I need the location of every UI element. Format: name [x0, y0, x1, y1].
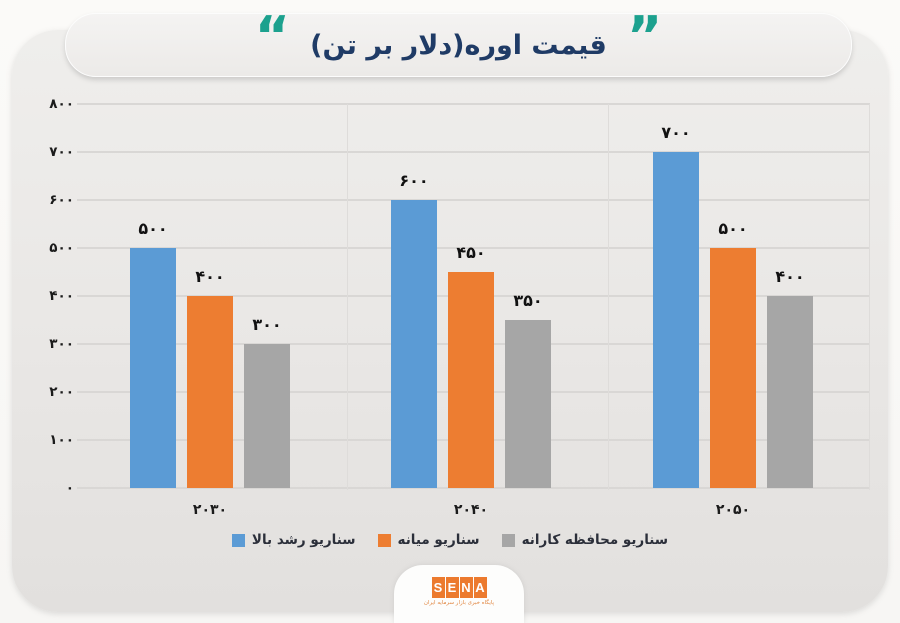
y-axis-tick-label: ۶۰۰: [49, 192, 74, 208]
bar-0-series-1: [187, 296, 233, 488]
sena-logo-letter: E: [445, 577, 459, 598]
vertical-gridline: [608, 104, 609, 490]
y-axis-tick-label: ۸۰۰: [49, 96, 74, 112]
bar-2-series-2: [767, 296, 813, 488]
y-axis-tick-label: ۷۰۰: [49, 144, 74, 160]
bar-value-label: ۷۰۰: [661, 123, 691, 142]
sena-logo-letter: S: [431, 577, 445, 598]
gridline: [77, 247, 870, 249]
bar-value-label: ۳۵۰: [513, 291, 543, 310]
x-axis-label: ۲۰۳۰: [192, 502, 228, 518]
y-axis-tick-label: ۳۰۰: [49, 336, 74, 352]
bar-1-series-0: [391, 200, 437, 488]
gridline: [77, 103, 870, 105]
bar-0-series-2: [244, 344, 290, 488]
bar-value-label: ۵۰۰: [138, 219, 168, 238]
legend-item: سناریو محافظه کارانه: [501, 532, 669, 548]
sena-logo-letter: A: [473, 577, 487, 598]
sena-logo-letter: N: [459, 577, 473, 598]
legend-label: سناریو میانه: [397, 532, 480, 548]
y-axis-tick-label: ۵۰۰: [49, 240, 74, 256]
sena-logo-subtext: پایگاه خبری بازار سرمایه ایران: [423, 600, 495, 606]
bar-1-series-2: [505, 320, 551, 488]
bar-value-label: ۴۰۰: [775, 267, 805, 286]
bar-1-series-1: [448, 272, 494, 488]
title-bar: “ قیمت اوره(دلار بر تن) ”: [65, 10, 852, 77]
y-axis-tick-label: ۴۰۰: [49, 288, 74, 304]
vertical-gridline: [347, 104, 348, 490]
bar-0-series-0: [130, 248, 176, 488]
legend-swatch: [377, 533, 391, 547]
chart-title: قیمت اوره(دلار بر تن): [310, 29, 607, 61]
y-axis-tick-label: ۰: [65, 480, 74, 496]
x-axis-label: ۲۰۵۰: [715, 502, 751, 518]
x-axis-label: ۲۰۴۰: [453, 502, 489, 518]
bar-value-label: ۳۰۰: [252, 315, 282, 334]
vertical-gridline: [869, 104, 870, 490]
legend-label: سناریو رشد بالا: [251, 532, 356, 548]
bar-value-label: ۶۰۰: [399, 171, 429, 190]
legend-item: سناریو میانه: [377, 532, 480, 548]
bar-2-series-1: [710, 248, 756, 488]
legend-label: سناریو محافظه کارانه: [521, 532, 669, 548]
gridline: [77, 487, 870, 489]
y-axis-tick-label: ۲۰۰: [49, 384, 74, 400]
legend: سناریو رشد بالا سناریو میانه سناریو محافظه…: [0, 529, 900, 551]
bar-2-series-0: [653, 152, 699, 488]
bar-value-label: ۴۵۰: [456, 243, 486, 262]
gridline: [77, 151, 870, 153]
legend-swatch: [501, 533, 515, 547]
bar-value-label: ۵۰۰: [718, 219, 748, 238]
legend-item: سناریو رشد بالا: [231, 532, 356, 548]
bar-value-label: ۴۰۰: [195, 267, 225, 286]
gridline: [77, 199, 870, 201]
legend-swatch: [231, 533, 245, 547]
y-axis-tick-label: ۱۰۰: [49, 432, 74, 448]
